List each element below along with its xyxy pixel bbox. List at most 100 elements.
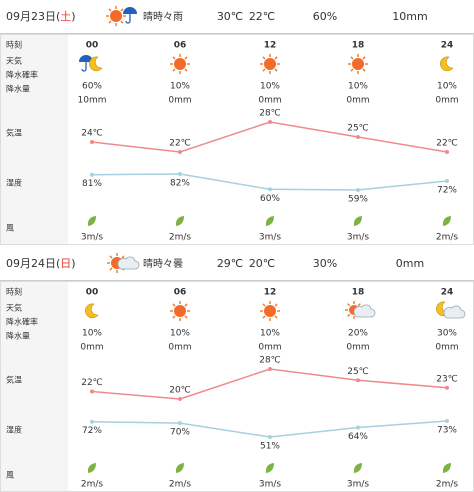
precip-prob: 20%: [348, 329, 368, 339]
sun-ray: [274, 68, 278, 72]
temp-label: 22℃: [436, 139, 458, 149]
precip-prob: 10%: [170, 82, 190, 92]
humidity-label: 81%: [82, 179, 102, 189]
weather-icon: [170, 301, 190, 321]
sun-ray: [184, 303, 188, 307]
temp-line: [91, 121, 448, 153]
wind: 3m/s: [347, 233, 370, 243]
humidity-point: [356, 425, 360, 430]
umbrella: [79, 55, 93, 62]
date-part: 09月23日(: [6, 10, 60, 23]
precip-amount: 0mm: [435, 96, 458, 106]
date-part: ): [71, 10, 75, 23]
wind-icon: [265, 463, 274, 473]
temp-point: [178, 397, 182, 401]
sun: [264, 58, 276, 70]
temp-label: 23℃: [436, 374, 458, 384]
humidity-point: [445, 178, 449, 183]
weather-icon: [260, 301, 280, 321]
precip-prob: 10%: [82, 329, 102, 339]
hour: 24: [441, 288, 454, 298]
temp-label: 25℃: [347, 124, 369, 134]
sun-ray: [362, 56, 366, 60]
wind: 3m/s: [347, 480, 370, 490]
precip-amount: 10mm: [392, 10, 427, 23]
sun-ray: [357, 303, 361, 307]
sun-ray: [347, 313, 351, 317]
row-label: 降水確率: [6, 70, 38, 80]
sun-ray: [350, 68, 354, 72]
precip-amount: 0mm: [346, 96, 369, 106]
umbrella-handle: [81, 62, 87, 72]
row-label: 天気: [6, 303, 22, 313]
wind: 2m/s: [169, 480, 192, 490]
precip-amount: 0mm: [258, 96, 281, 106]
weather-icon: [345, 301, 376, 319]
humidity-point: [90, 172, 94, 177]
temp-label: 22℃: [169, 139, 191, 149]
wind: 2m/s: [81, 480, 104, 490]
wind: 3m/s: [259, 480, 282, 490]
temp-label: 24℃: [81, 129, 103, 139]
wind-icon: [353, 216, 362, 226]
sun-ray: [347, 303, 351, 307]
summary: 晴時々雨: [143, 10, 183, 23]
hour: 18: [352, 288, 365, 298]
precip-prob: 10%: [437, 82, 457, 92]
moon: [440, 56, 454, 72]
weather-icon: [107, 253, 140, 273]
precip-prob: 30%: [313, 257, 337, 270]
row-label: 湿度: [6, 178, 22, 188]
sun-ray: [109, 255, 113, 259]
precip-amount: 10mm: [78, 96, 107, 106]
sun-ray: [274, 303, 278, 307]
precip-amount: 0mm: [80, 343, 103, 353]
humidity-point: [445, 419, 449, 423]
wind-icon: [353, 463, 362, 473]
sun-ray: [172, 303, 176, 307]
row-label: 気温: [6, 375, 22, 385]
humidity-label: 51%: [260, 442, 280, 452]
high-temp: 30℃: [217, 10, 243, 23]
row-label: 降水量: [6, 84, 30, 94]
wind-icon: [442, 463, 451, 473]
day-header: [0, 0, 474, 33]
date-part: 日: [60, 257, 71, 270]
sun: [264, 305, 276, 317]
temp-point: [268, 367, 272, 371]
summary: 晴時々曇: [143, 257, 183, 270]
precip-amount: 0mm: [346, 343, 369, 353]
precip-amount: 0mm: [168, 96, 191, 106]
wind-icon: [265, 216, 274, 226]
date-part: 土: [60, 10, 71, 23]
precip-prob: 60%: [82, 82, 102, 92]
row-label: 天気: [6, 56, 22, 66]
weather-icon: [106, 6, 137, 26]
date-part: 09月24日(: [6, 257, 60, 270]
temp-point: [356, 378, 360, 383]
temp-label: 22℃: [81, 378, 103, 388]
sun: [352, 58, 364, 70]
wind-icon: [87, 216, 96, 226]
precip-amount: 0mm: [435, 343, 458, 353]
sun-ray: [262, 68, 266, 72]
temp-label: 20℃: [169, 386, 191, 396]
hour: 18: [352, 41, 365, 51]
wind-icon: [442, 216, 451, 226]
sun: [174, 58, 186, 70]
humidity-point: [90, 419, 94, 424]
temp-point: [356, 135, 360, 139]
wind: 2m/s: [169, 233, 192, 243]
humidity-point: [178, 172, 182, 176]
temp-line: [91, 368, 448, 400]
sun-ray: [109, 267, 113, 271]
row-label: 湿度: [6, 425, 22, 435]
precip-prob: 10%: [348, 82, 368, 92]
weather-icon: [440, 56, 454, 72]
temp-label: 28℃: [259, 356, 281, 366]
moon: [89, 56, 103, 72]
moon: [85, 303, 99, 319]
weather-icon: [170, 54, 190, 74]
sun-ray: [262, 303, 266, 307]
sun-ray: [108, 20, 112, 24]
